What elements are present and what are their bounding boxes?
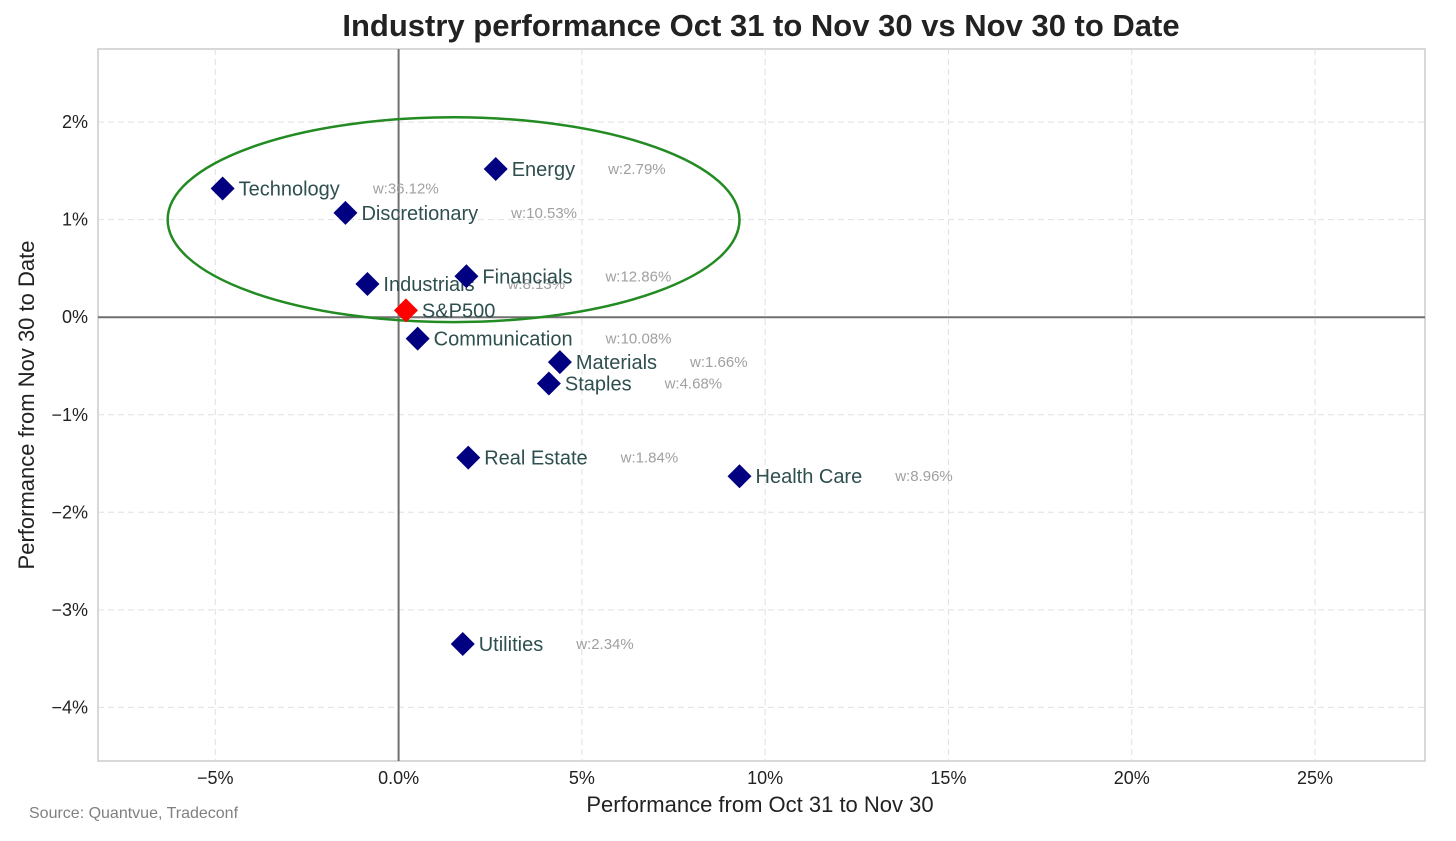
sector-marker — [210, 176, 235, 201]
x-axis-label: Performance from Oct 31 to Nov 30 — [586, 792, 933, 817]
weight-label: w:1.66% — [689, 354, 748, 371]
weight-label: w:8.13% — [507, 276, 566, 293]
weight-label: w:2.79% — [607, 161, 666, 178]
x-tick-label: 15% — [930, 768, 966, 788]
point-label: Health Care — [756, 466, 863, 488]
sector-marker — [547, 350, 572, 375]
sector-marker — [727, 464, 752, 489]
highlight-ellipse-layer — [166, 116, 741, 324]
point-label: Financials — [482, 266, 572, 288]
x-tick-label: 0.0% — [378, 768, 419, 788]
weight-label: w:4.68% — [664, 376, 723, 393]
sector-marker — [450, 631, 475, 656]
sector-marker — [454, 264, 479, 289]
zero-axis-lines — [98, 49, 1425, 761]
y-tick-label: −3% — [51, 600, 88, 620]
point-label: Materials — [576, 352, 657, 374]
grid-lines — [98, 49, 1425, 761]
sector-marker — [333, 200, 358, 225]
x-tick-label: 20% — [1114, 768, 1150, 788]
point-label: Staples — [565, 374, 632, 396]
weight-label: w:8.96% — [894, 468, 953, 485]
y-tick-label: −1% — [51, 405, 88, 425]
point-label: Utilities — [479, 634, 543, 656]
data-points: Technology w:36.12% Discretionary w:10.53% E… — [210, 156, 953, 656]
plot-area — [97, 48, 1426, 762]
sector-marker — [456, 445, 481, 470]
point-label: Real Estate — [484, 448, 587, 470]
x-axis-ticks: −5% 0.0% 5% 10% 15% 20% 25% — [197, 768, 1333, 788]
point-label: Communication — [434, 329, 573, 351]
sector-marker — [355, 272, 380, 297]
source-note: Source: Quantvue, Tradeconf — [29, 805, 239, 822]
sector-marker — [483, 156, 508, 181]
sector-marker — [536, 371, 561, 396]
weight-label: w:2.34% — [575, 636, 634, 653]
x-tick-label: 10% — [747, 768, 783, 788]
sector-marker — [405, 326, 430, 351]
weight-label: w:1.84% — [620, 450, 679, 467]
y-axis-ticks: 2% 1% 0% −1% −2% −3% −4% — [51, 112, 88, 717]
highlight-ellipse — [166, 116, 741, 324]
y-tick-label: 0% — [62, 307, 88, 327]
weight-label: w:36.12% — [372, 180, 439, 197]
weight-label: w:10.53% — [510, 205, 577, 222]
weight-label: w:12.86% — [604, 268, 671, 285]
x-tick-label: 25% — [1297, 768, 1333, 788]
x-tick-label: −5% — [197, 768, 234, 788]
y-tick-label: 1% — [62, 210, 88, 230]
point-label: Technology — [239, 178, 340, 200]
y-axis-label: Performance from Nov 30 to Date — [14, 241, 39, 570]
y-tick-label: −4% — [51, 697, 88, 717]
chart-title: Industry performance Oct 31 to Nov 30 vs… — [342, 8, 1179, 43]
point-label: Discretionary — [361, 203, 478, 225]
y-tick-label: 2% — [62, 112, 88, 132]
point-label: S&P500 — [422, 300, 495, 322]
weight-label: w:10.08% — [605, 331, 672, 348]
x-tick-label: 5% — [569, 768, 595, 788]
y-tick-label: −2% — [51, 502, 88, 522]
point-label: Energy — [512, 159, 575, 181]
point-label: Industrials — [383, 274, 474, 296]
benchmark-marker — [393, 298, 418, 323]
